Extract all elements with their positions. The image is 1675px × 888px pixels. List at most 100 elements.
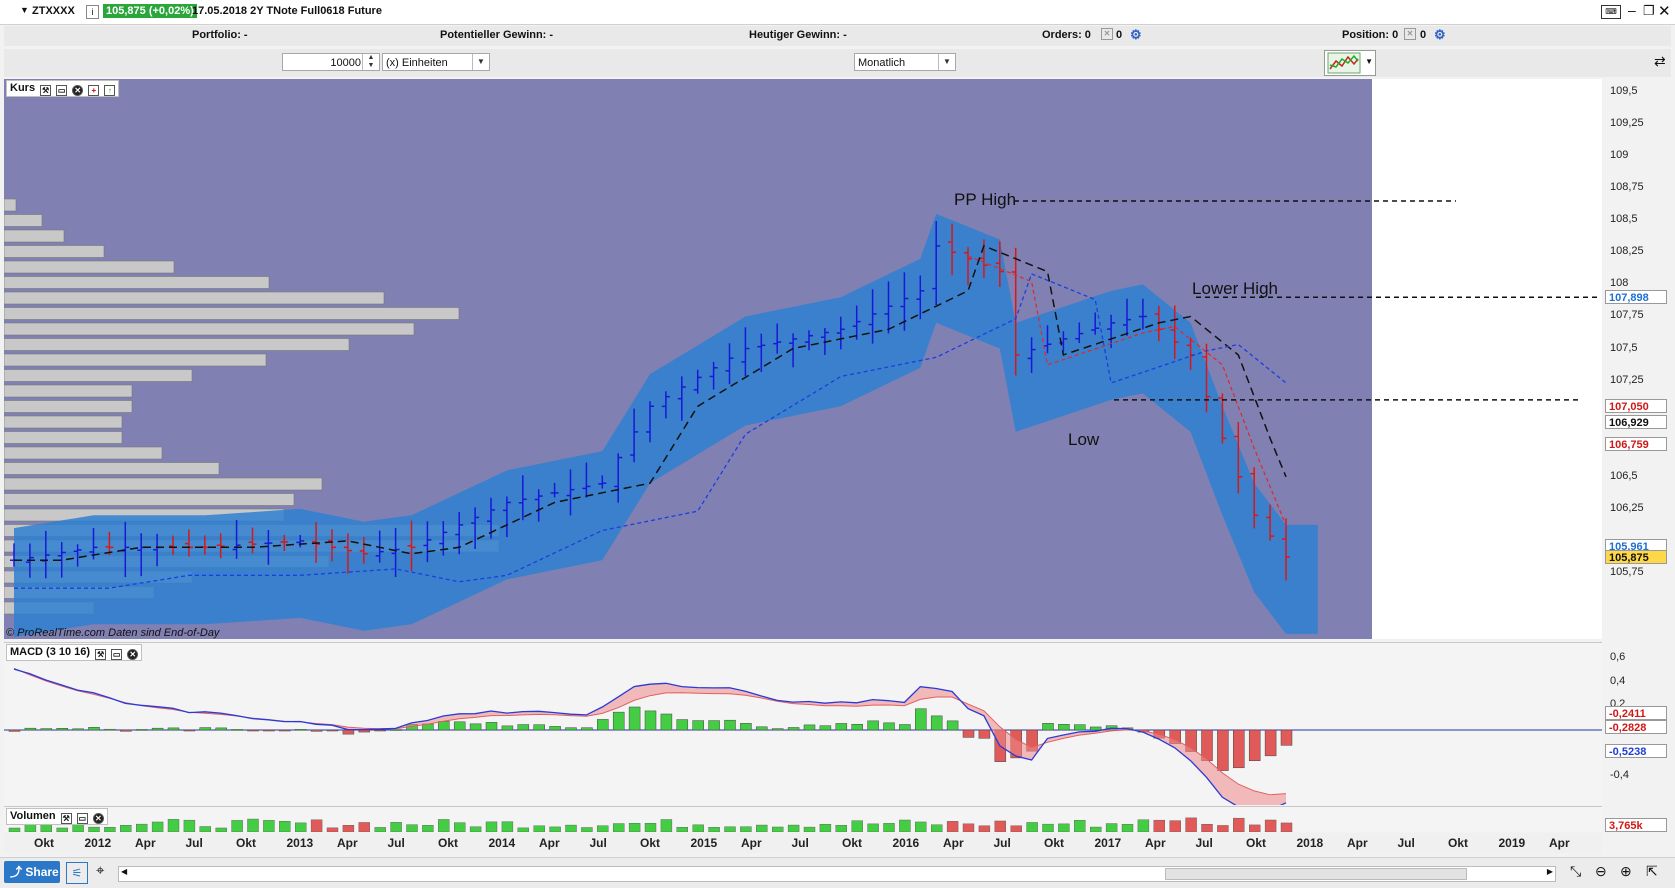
symbol-dropdown-icon[interactable]: ▼ (20, 5, 29, 15)
close-icon[interactable]: ✕ (127, 649, 139, 660)
chart-icon[interactable]: ⚟ (66, 862, 88, 884)
volume-profile-bar (4, 276, 270, 289)
price-tag: 107,050 (1605, 399, 1667, 414)
macd-histogram-bar (533, 724, 545, 731)
volume-bar (772, 826, 784, 832)
price-bar (868, 289, 877, 344)
price-bar (359, 536, 368, 564)
volume-bar (1264, 819, 1277, 832)
window-icon[interactable]: ▭ (76, 813, 88, 824)
wrench-icon[interactable]: ⚒ (40, 85, 52, 96)
order-control-bar: 10000 ▲ ▼ (x) Einheiten ▼ Monatlich ▼ ▼ ⇄ (4, 49, 1671, 77)
macd-histogram-bar (1264, 729, 1277, 757)
quantity-stepper-icon[interactable]: ▲ ▼ (362, 54, 379, 70)
volume-bar (1217, 825, 1229, 832)
price-bar (534, 489, 543, 522)
scroll-right-icon[interactable]: ▶ (1546, 867, 1553, 876)
position-settings-icon[interactable]: ⚙ (1434, 27, 1446, 42)
macd-histogram-bar (469, 723, 482, 731)
macd-histogram-bar (517, 724, 530, 731)
keyboard-icon[interactable]: ⌨ (1601, 5, 1621, 19)
volume-bar (613, 823, 625, 832)
macd-histogram-bar (612, 711, 625, 731)
price-y-tick: 107,25 (1610, 373, 1644, 386)
price-bar (661, 391, 670, 419)
x-axis-tick: Jul (993, 836, 1011, 850)
macd-histogram-bar (294, 729, 307, 731)
x-axis-tick: Jul (387, 836, 405, 850)
macd-histogram-bar (310, 729, 323, 732)
add-indicator-icon[interactable]: + (88, 85, 100, 96)
scroll-left-icon[interactable]: ◀ (121, 867, 128, 876)
macd-histogram-bar (756, 726, 768, 731)
position-cancel-icon[interactable]: ✕ (1404, 28, 1416, 40)
volume-bar (485, 821, 498, 832)
price-panel-label: Kurs (10, 82, 36, 94)
unit-select[interactable]: (x) Einheiten ▼ (382, 53, 490, 71)
volume-bar (628, 823, 641, 832)
price-bar (1250, 467, 1259, 529)
chart-type-button[interactable]: ▼ (1324, 50, 1376, 76)
horizontal-scrollbar[interactable]: ◀ ▶ (118, 866, 1556, 882)
macd-signal-line (13, 667, 1287, 796)
share-button[interactable]: ⤴ Share (4, 861, 60, 883)
volume-bar (533, 825, 545, 832)
scrollbar-thumb[interactable] (1165, 868, 1467, 880)
price-bar (932, 220, 941, 306)
fit-icon[interactable]: ⤡ (1570, 863, 1582, 879)
volume-chart-svg (8, 817, 1293, 832)
crosshair-icon[interactable]: ⌖ (96, 862, 105, 879)
volume-bar (231, 820, 243, 832)
volume-profile-bar (4, 446, 163, 460)
volume-panel[interactable]: Volumen ⚒ ▭ ✕ (4, 806, 1602, 832)
volume-profile-bar (4, 400, 133, 413)
macd-histogram-bar (135, 729, 148, 731)
price-y-tick: 105,75 (1610, 566, 1644, 578)
x-axis-tick: Apr (741, 836, 762, 850)
symbol-label[interactable]: ZTXXXX (32, 5, 75, 17)
macd-tag: -0,2828 (1605, 720, 1667, 734)
volume-bar (326, 827, 339, 832)
price-bar (471, 507, 480, 550)
orders-cancel-icon[interactable]: ✕ (1101, 28, 1113, 40)
macd-panel[interactable]: MACD (3 10 16) ⚒ ▭ ✕ (4, 642, 1602, 805)
price-y-tick: 106,25 (1610, 501, 1644, 514)
price-bar (598, 475, 607, 489)
volume-profile-bar (4, 431, 123, 444)
zoom-in-icon[interactable]: ⊕ (1620, 863, 1632, 879)
quantity-input[interactable]: 10000 ▲ ▼ (282, 53, 380, 71)
wrench-icon[interactable]: ⚒ (95, 649, 107, 660)
price-bar (1218, 393, 1227, 444)
macd-panel-header: MACD (3 10 16) ⚒ ▭ ✕ (6, 644, 143, 661)
price-chart-panel[interactable]: Kurs ⚒ ▭ ✕ + ↑ © ProRealTime.com Daten s… (4, 79, 1602, 639)
macd-histogram-bar (1248, 729, 1261, 761)
price-bar (757, 333, 766, 373)
price-bar (948, 223, 957, 276)
restore-icon[interactable]: ❐ (1643, 3, 1655, 18)
close-icon[interactable]: ✕ (92, 813, 104, 824)
volume-bar (438, 819, 450, 832)
arrow-up-icon[interactable]: ↑ (104, 85, 116, 96)
macd-histogram-bar (930, 715, 943, 731)
price-bar (630, 408, 639, 463)
orders-settings-icon[interactable]: ⚙ (1130, 27, 1142, 42)
window-icon[interactable]: ▭ (56, 85, 68, 96)
minimize-icon[interactable]: – (1628, 2, 1636, 18)
volume-bar (406, 824, 418, 832)
price-bar (1282, 518, 1290, 581)
sidebar-collapse-icon[interactable]: ⇄ (1654, 53, 1666, 69)
macd-histogram-bar (151, 727, 164, 731)
macd-histogram-bar (660, 713, 673, 731)
price-bar (1091, 312, 1100, 335)
expand-icon[interactable]: ⇱ (1646, 863, 1658, 879)
close-icon[interactable]: ✕ (1658, 3, 1671, 20)
period-select[interactable]: Monatlich ▼ (854, 53, 956, 71)
volume-bar (1233, 817, 1245, 832)
window-icon[interactable]: ▭ (111, 649, 123, 660)
wrench-icon[interactable]: ⚒ (60, 813, 72, 824)
close-icon[interactable]: ✕ (72, 85, 84, 96)
info-icon[interactable]: i (86, 5, 99, 19)
price-bar (773, 323, 782, 354)
zoom-out-icon[interactable]: ⊖ (1595, 863, 1607, 879)
x-axis-tick: 2019 (1498, 836, 1526, 850)
